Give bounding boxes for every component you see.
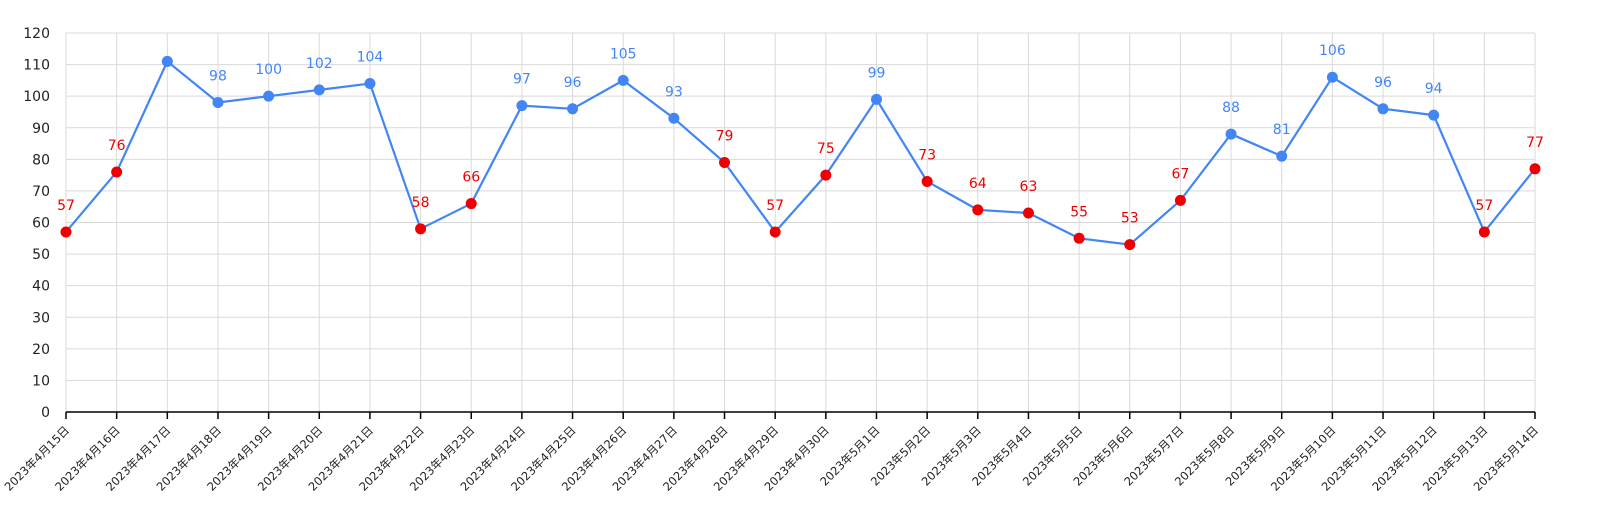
y-tick-label: 30 bbox=[32, 310, 50, 326]
data-point bbox=[1529, 163, 1541, 175]
data-label: 100 bbox=[255, 62, 282, 78]
y-tick-label: 60 bbox=[32, 216, 50, 232]
data-point bbox=[1428, 109, 1440, 121]
data-point bbox=[60, 226, 72, 238]
data-label: 57 bbox=[57, 198, 75, 214]
data-label: 55 bbox=[1070, 204, 1088, 220]
data-label: 96 bbox=[564, 75, 582, 91]
y-tick-label: 20 bbox=[32, 342, 50, 358]
series-line bbox=[65, 60, 1536, 246]
y-tick-label: 50 bbox=[32, 247, 50, 263]
data-label: 97 bbox=[513, 72, 531, 88]
y-tick-label: 120 bbox=[23, 26, 50, 42]
data-label: 58 bbox=[412, 195, 430, 211]
data-point bbox=[1073, 232, 1085, 244]
data-label: 57 bbox=[1475, 198, 1493, 214]
data-label: 96 bbox=[1374, 75, 1392, 91]
data-label: 93 bbox=[665, 84, 683, 100]
data-point bbox=[1478, 226, 1490, 238]
y-tick-label: 80 bbox=[32, 152, 50, 168]
data-point bbox=[263, 90, 275, 102]
data-label: 105 bbox=[610, 46, 637, 62]
data-point bbox=[769, 226, 781, 238]
data-label: 104 bbox=[357, 50, 384, 66]
data-point bbox=[1124, 239, 1136, 251]
data-point bbox=[870, 93, 882, 105]
data-label: 57 bbox=[766, 198, 784, 214]
data-point bbox=[465, 198, 477, 210]
data-label: 102 bbox=[306, 56, 333, 72]
data-point bbox=[1276, 150, 1288, 162]
data-label: 99 bbox=[868, 65, 886, 81]
data-point bbox=[364, 78, 376, 90]
data-point bbox=[161, 55, 173, 67]
data-point bbox=[415, 223, 427, 235]
data-label: 73 bbox=[918, 147, 936, 163]
data-label: 66 bbox=[462, 170, 480, 186]
data-label: 79 bbox=[716, 128, 734, 144]
data-label: 75 bbox=[817, 141, 835, 157]
data-point bbox=[516, 100, 528, 112]
y-tick-label: 0 bbox=[41, 405, 50, 421]
data-point bbox=[1022, 207, 1034, 219]
data-point bbox=[719, 156, 731, 168]
data-label: 76 bbox=[108, 138, 126, 154]
y-tick-label: 40 bbox=[32, 279, 50, 295]
data-point bbox=[617, 74, 629, 86]
y-tick-label: 70 bbox=[32, 184, 50, 200]
y-tick-label: 110 bbox=[23, 58, 50, 74]
data-label: 64 bbox=[969, 176, 987, 192]
data-label: 106 bbox=[1319, 43, 1346, 59]
data-point bbox=[972, 204, 984, 216]
data-point bbox=[1174, 194, 1186, 206]
data-point bbox=[1326, 71, 1338, 83]
data-label: 63 bbox=[1020, 179, 1038, 195]
data-label: 88 bbox=[1222, 100, 1240, 116]
data-label: 94 bbox=[1425, 81, 1443, 97]
data-label: 77 bbox=[1526, 135, 1544, 151]
data-label: 67 bbox=[1171, 166, 1189, 182]
data-point bbox=[668, 112, 680, 124]
data-point bbox=[1225, 128, 1237, 140]
data-point bbox=[921, 175, 933, 187]
data-point bbox=[567, 103, 579, 115]
y-tick-label: 100 bbox=[23, 89, 50, 105]
y-tick-label: 90 bbox=[32, 121, 50, 137]
data-point bbox=[111, 166, 123, 178]
data-point bbox=[820, 169, 832, 181]
data-point bbox=[313, 84, 325, 96]
data-label: 98 bbox=[209, 68, 227, 84]
y-tick-label: 10 bbox=[32, 373, 50, 389]
data-label: 53 bbox=[1121, 211, 1139, 227]
data-label: 81 bbox=[1273, 122, 1291, 138]
data-point bbox=[1377, 103, 1389, 115]
data-point bbox=[212, 96, 224, 108]
